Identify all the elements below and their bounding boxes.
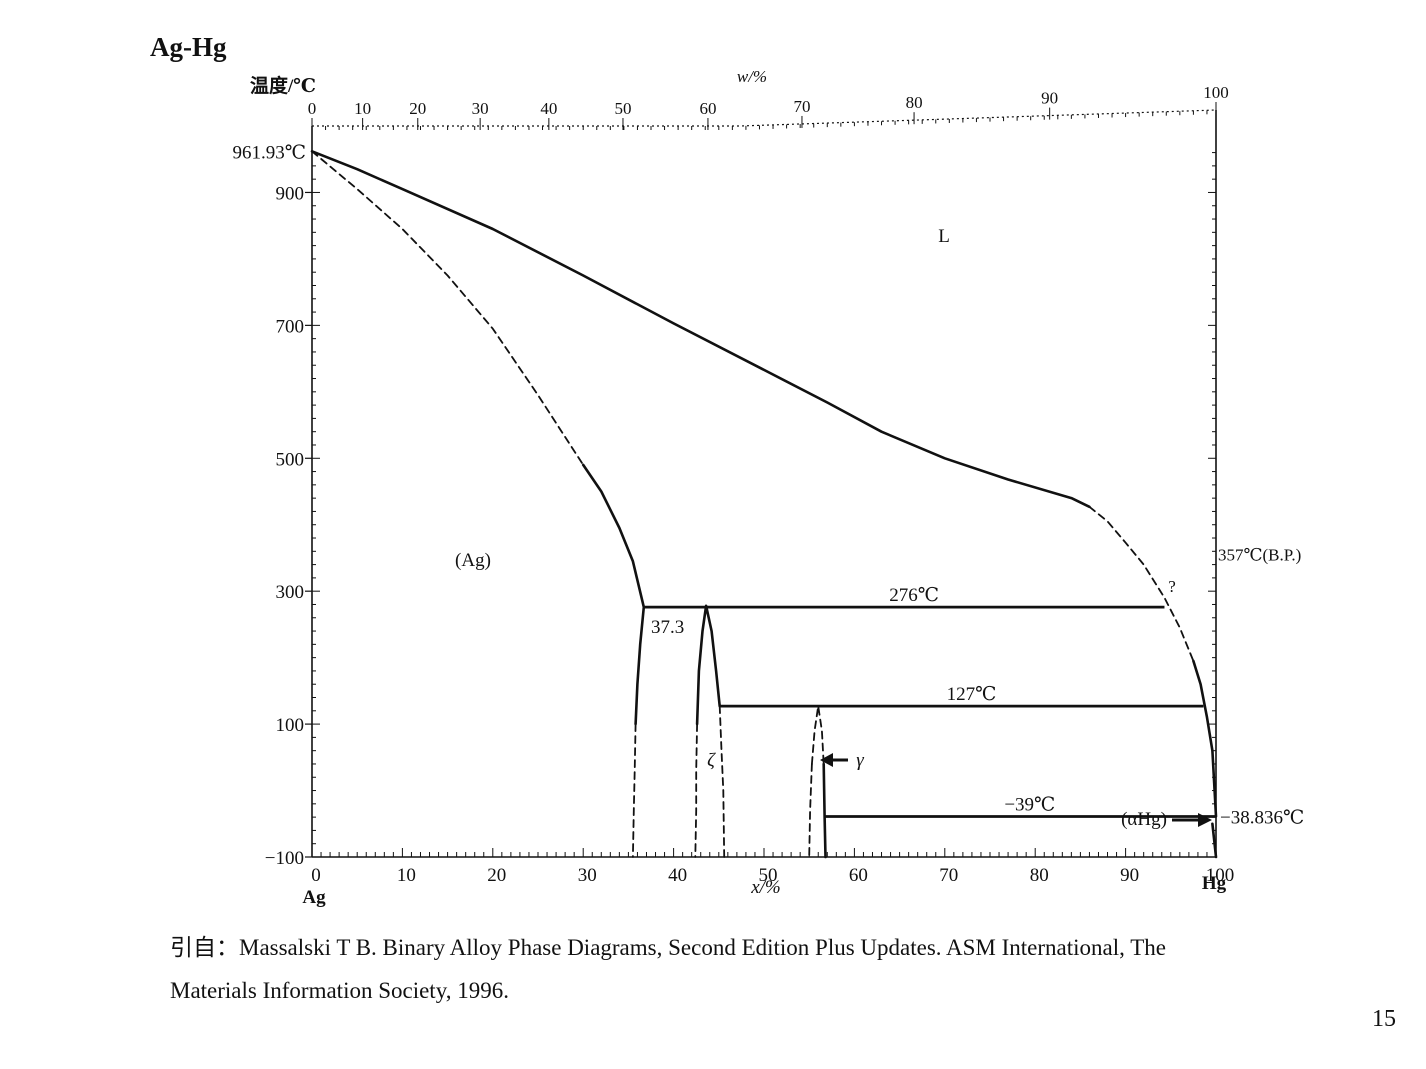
x-tick-label: 10 — [397, 865, 416, 886]
phase-boundary-10 — [811, 705, 825, 765]
x-tick-label: 80 — [1030, 865, 1049, 886]
top-tick-label: 40 — [540, 99, 557, 118]
isotherm-label-0: 276℃ — [889, 585, 939, 606]
alpha-hg-arrow-head — [1198, 813, 1212, 827]
phase-boundary-12 — [822, 762, 827, 859]
diagram-title: Ag-Hg — [150, 32, 227, 62]
phase-boundary-2 — [1192, 659, 1218, 818]
x-end-label-ag: Ag — [302, 887, 326, 908]
y-axis-title: 温度/℃ — [250, 74, 316, 97]
top-tick-label: 30 — [472, 99, 489, 118]
citation: 引自：Massalski T B. Binary Alloy Phase Dia… — [170, 926, 1420, 1012]
phase-label-alpha-hg: (αHg) — [1121, 809, 1167, 830]
phase-boundary-7 — [695, 604, 721, 726]
x-tick-label: 70 — [939, 865, 958, 886]
y-tick-label: 300 — [276, 582, 305, 603]
x-tick-label: 0 — [311, 865, 321, 886]
x-axis-top — [312, 109, 1217, 127]
isotherm-label-2: −39℃ — [1004, 794, 1055, 815]
gamma-arrow-head — [820, 753, 833, 767]
top-tick-label: 100 — [1203, 83, 1229, 102]
isotherms — [643, 605, 1216, 818]
phase-boundary-5 — [634, 605, 646, 726]
top-tick-label: 70 — [793, 97, 810, 116]
phase-label-zeta: ζ — [707, 750, 716, 771]
x-tick-label: 60 — [849, 865, 868, 886]
x-tick-label: 50 — [759, 865, 778, 886]
phase-label-gamma: γ — [856, 750, 864, 771]
phase-boundaries — [310, 150, 1218, 859]
phase-boundary-9 — [718, 705, 726, 858]
x-end-label-hg: Hg — [1202, 873, 1227, 894]
citation-line-2: Materials Information Society, 1996. — [170, 978, 509, 1003]
annotation-37-3: 37.3 — [651, 617, 684, 638]
top-tick-label: 0 — [308, 99, 317, 118]
annotation-hg-boiling: 357℃(B.P.) — [1218, 545, 1301, 564]
phase-label-liquid: L — [938, 226, 950, 247]
top-tick-label: 90 — [1041, 89, 1058, 108]
top-tick-label: 80 — [906, 93, 923, 112]
citation-line-1: 引自：Massalski T B. Binary Alloy Phase Dia… — [170, 935, 1166, 960]
y-tick-label: −100 — [265, 848, 304, 869]
y-tick-label: 700 — [276, 316, 305, 337]
phase-boundary-0 — [310, 150, 1091, 509]
phase-boundary-4 — [581, 463, 646, 609]
x-tick-label: 90 — [1120, 865, 1139, 886]
x-axis-title: x/% — [750, 877, 781, 898]
phase-boundary-1 — [1088, 505, 1195, 662]
x-tick-label: 30 — [578, 865, 597, 886]
phase-boundary-8 — [694, 723, 698, 858]
x-tick-label: 20 — [487, 865, 506, 886]
top-tick-label: 60 — [699, 99, 716, 118]
isotherm-label-1: 127℃ — [947, 684, 997, 705]
y-tick-label: 500 — [276, 449, 305, 470]
phase-label-ag: (Ag) — [455, 550, 491, 571]
chart-labels: 0 10 20 30 40 50 60 70 80 90 100 Ag Hg x/% 0 10 20 30 40 50… — [232, 67, 1304, 908]
phase-boundary-11 — [808, 763, 813, 858]
top-axis-title: w/% — [737, 67, 767, 86]
annotation-question: ? — [1168, 577, 1176, 596]
x-tick-label: 100 — [1206, 865, 1235, 886]
chart-axes — [305, 102, 1217, 858]
top-tick-label: 10 — [354, 99, 371, 118]
phase-boundary-13 — [1211, 822, 1218, 859]
page-number: 15 — [1372, 1006, 1396, 1032]
annotation-ag-melting: 961.93℃ — [232, 142, 306, 163]
phase-boundary-6 — [632, 723, 637, 858]
y-tick-label: 100 — [276, 715, 305, 736]
phase-boundary-3 — [311, 150, 585, 466]
x-tick-label: 40 — [668, 865, 687, 886]
y-tick-label: 900 — [276, 183, 305, 204]
top-tick-label: 20 — [409, 99, 426, 118]
top-tick-label: 50 — [614, 99, 631, 118]
annotation-hg-melting: −38.836℃ — [1220, 807, 1304, 828]
